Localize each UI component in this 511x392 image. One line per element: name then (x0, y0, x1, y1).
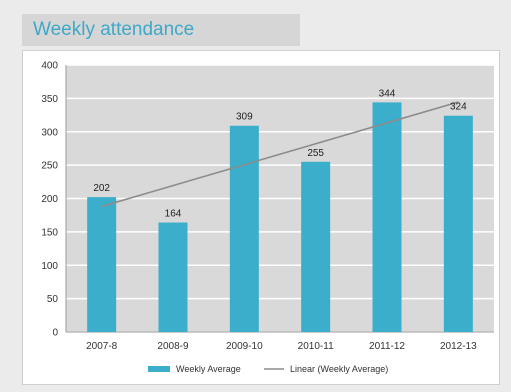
data-label: 309 (236, 112, 253, 123)
y-axis-ticks: 0 50 100 150 200 250 300 350 400 (41, 61, 58, 339)
data-labels: 202 164 309 255 344 324 (93, 88, 467, 219)
data-label: 255 (307, 148, 324, 159)
y-tick-label: 250 (41, 161, 58, 172)
bar (229, 125, 259, 333)
bar (301, 161, 331, 332)
bars (87, 102, 473, 333)
legend-label-trendline: Linear (Weekly Average) (290, 364, 388, 374)
legend-swatch-bar (148, 366, 170, 372)
chart-title-bar: Weekly attendance (22, 14, 300, 46)
x-tick-label: 2009-10 (226, 341, 263, 352)
trendline (101, 101, 459, 208)
chart-title: Weekly attendance (33, 19, 195, 40)
y-tick-label: 200 (41, 194, 58, 205)
x-axis-ticks: 2007-8 2008-9 2009-10 2010-11 2011-12 2012-13 (86, 341, 477, 352)
y-tick-label: 400 (41, 61, 58, 72)
bar (158, 222, 188, 332)
gridlines (65, 64, 494, 333)
bar (87, 197, 117, 332)
x-tick-label: 2010-11 (298, 341, 334, 352)
x-tick-label: 2012-13 (440, 341, 477, 352)
x-tick-label: 2008-9 (157, 341, 189, 352)
y-tick-label: 0 (52, 328, 58, 339)
y-tick-label: 100 (41, 261, 58, 272)
data-label: 164 (165, 209, 182, 220)
bar (443, 115, 473, 332)
legend: Weekly Average Linear (Weekly Average) (148, 364, 388, 374)
data-label: 344 (379, 88, 396, 99)
x-tick-label: 2011-12 (369, 341, 405, 352)
trendline-group (101, 101, 459, 208)
data-label: 324 (450, 102, 467, 113)
y-tick-label: 150 (41, 227, 58, 238)
data-label: 202 (93, 183, 110, 194)
y-tick-label: 50 (47, 294, 59, 305)
x-tick-label: 2007-8 (86, 341, 118, 352)
legend-label-series: Weekly Average (176, 364, 241, 374)
y-tick-label: 350 (41, 94, 58, 105)
bar (372, 102, 402, 332)
y-tick-label: 300 (41, 127, 58, 138)
